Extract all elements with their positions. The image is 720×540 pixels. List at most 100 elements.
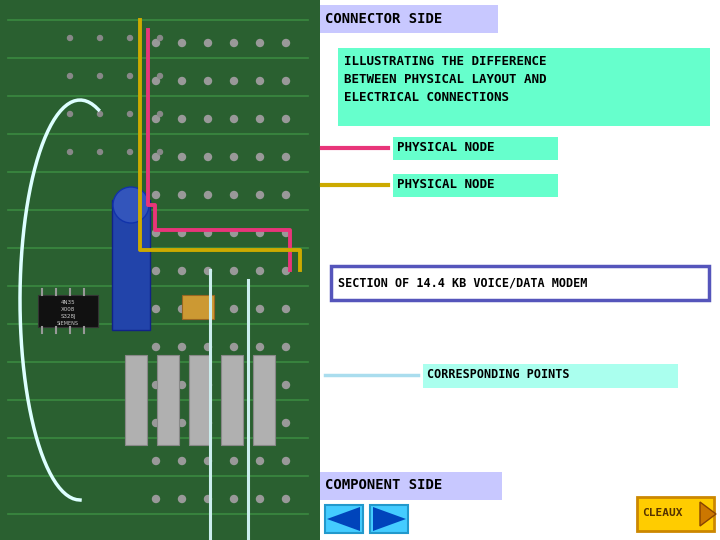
Circle shape (204, 496, 212, 503)
Circle shape (256, 457, 264, 464)
Circle shape (68, 73, 73, 78)
Circle shape (153, 78, 160, 84)
Circle shape (256, 343, 264, 350)
Circle shape (179, 420, 186, 427)
Bar (125, 355, 147, 445)
Bar (157, 355, 179, 445)
Bar (393, 137, 558, 160)
Text: 4N35: 4N35 (60, 300, 76, 305)
Circle shape (153, 39, 160, 46)
Circle shape (179, 39, 186, 46)
Circle shape (230, 78, 238, 84)
Circle shape (97, 111, 102, 117)
Circle shape (179, 230, 186, 237)
Circle shape (153, 381, 160, 388)
Text: CORRESPONDING POINTS: CORRESPONDING POINTS (427, 368, 570, 381)
Circle shape (230, 457, 238, 464)
Polygon shape (373, 507, 406, 531)
Bar (325, 505, 363, 533)
Circle shape (230, 343, 238, 350)
Circle shape (158, 73, 163, 78)
Circle shape (68, 111, 73, 117)
Circle shape (230, 496, 238, 503)
Text: PHYSICAL NODE: PHYSICAL NODE (397, 141, 495, 154)
Polygon shape (700, 502, 716, 526)
Circle shape (204, 78, 212, 84)
Circle shape (204, 39, 212, 46)
Circle shape (179, 192, 186, 199)
Circle shape (204, 306, 212, 313)
Circle shape (179, 267, 186, 274)
Circle shape (153, 496, 160, 503)
Circle shape (204, 457, 212, 464)
Circle shape (127, 73, 132, 78)
Circle shape (158, 36, 163, 40)
Circle shape (204, 381, 212, 388)
Circle shape (158, 150, 163, 154)
Circle shape (153, 192, 160, 199)
Circle shape (153, 457, 160, 464)
Circle shape (179, 306, 186, 313)
Circle shape (256, 267, 264, 274)
Text: CONNECTOR SIDE: CONNECTOR SIDE (325, 12, 442, 26)
Text: X008: X008 (61, 307, 75, 312)
Circle shape (256, 192, 264, 199)
Circle shape (282, 381, 289, 388)
Bar (370, 505, 408, 533)
Bar (423, 364, 678, 388)
Bar (221, 355, 243, 445)
Circle shape (282, 306, 289, 313)
Circle shape (256, 116, 264, 123)
Text: CLEAUX: CLEAUX (642, 508, 683, 518)
Circle shape (127, 111, 132, 117)
Circle shape (153, 153, 160, 160)
Circle shape (230, 230, 238, 237)
Circle shape (97, 150, 102, 154)
Circle shape (179, 116, 186, 123)
Bar (189, 355, 211, 445)
Bar (320, 5, 498, 33)
Circle shape (179, 78, 186, 84)
Circle shape (256, 420, 264, 427)
Circle shape (204, 420, 212, 427)
Circle shape (204, 230, 212, 237)
Circle shape (256, 230, 264, 237)
Text: S328J: S328J (60, 314, 76, 319)
Circle shape (158, 111, 163, 117)
Circle shape (256, 39, 264, 46)
Circle shape (204, 153, 212, 160)
Polygon shape (327, 507, 360, 531)
Circle shape (282, 457, 289, 464)
Circle shape (256, 381, 264, 388)
Text: PHYSICAL NODE: PHYSICAL NODE (397, 178, 495, 191)
Circle shape (282, 78, 289, 84)
Circle shape (179, 381, 186, 388)
Bar (253, 355, 275, 445)
Circle shape (68, 150, 73, 154)
Circle shape (256, 306, 264, 313)
Circle shape (230, 39, 238, 46)
Text: ILLUSTRATING THE DIFFERENCE: ILLUSTRATING THE DIFFERENCE (344, 55, 546, 68)
Circle shape (97, 36, 102, 40)
Circle shape (153, 230, 160, 237)
FancyBboxPatch shape (331, 266, 709, 300)
Circle shape (282, 343, 289, 350)
Circle shape (68, 36, 73, 40)
Text: ELECTRICAL CONNECTIONS: ELECTRICAL CONNECTIONS (344, 91, 509, 104)
Circle shape (179, 153, 186, 160)
Circle shape (230, 267, 238, 274)
Circle shape (282, 153, 289, 160)
Bar (112, 200, 150, 330)
FancyBboxPatch shape (637, 497, 714, 531)
Circle shape (204, 267, 212, 274)
Circle shape (282, 116, 289, 123)
Circle shape (127, 150, 132, 154)
Circle shape (153, 306, 160, 313)
Circle shape (204, 343, 212, 350)
Circle shape (179, 496, 186, 503)
Bar (393, 174, 558, 197)
Bar (38, 295, 98, 327)
Circle shape (282, 496, 289, 503)
Bar (320, 472, 502, 500)
Circle shape (230, 420, 238, 427)
